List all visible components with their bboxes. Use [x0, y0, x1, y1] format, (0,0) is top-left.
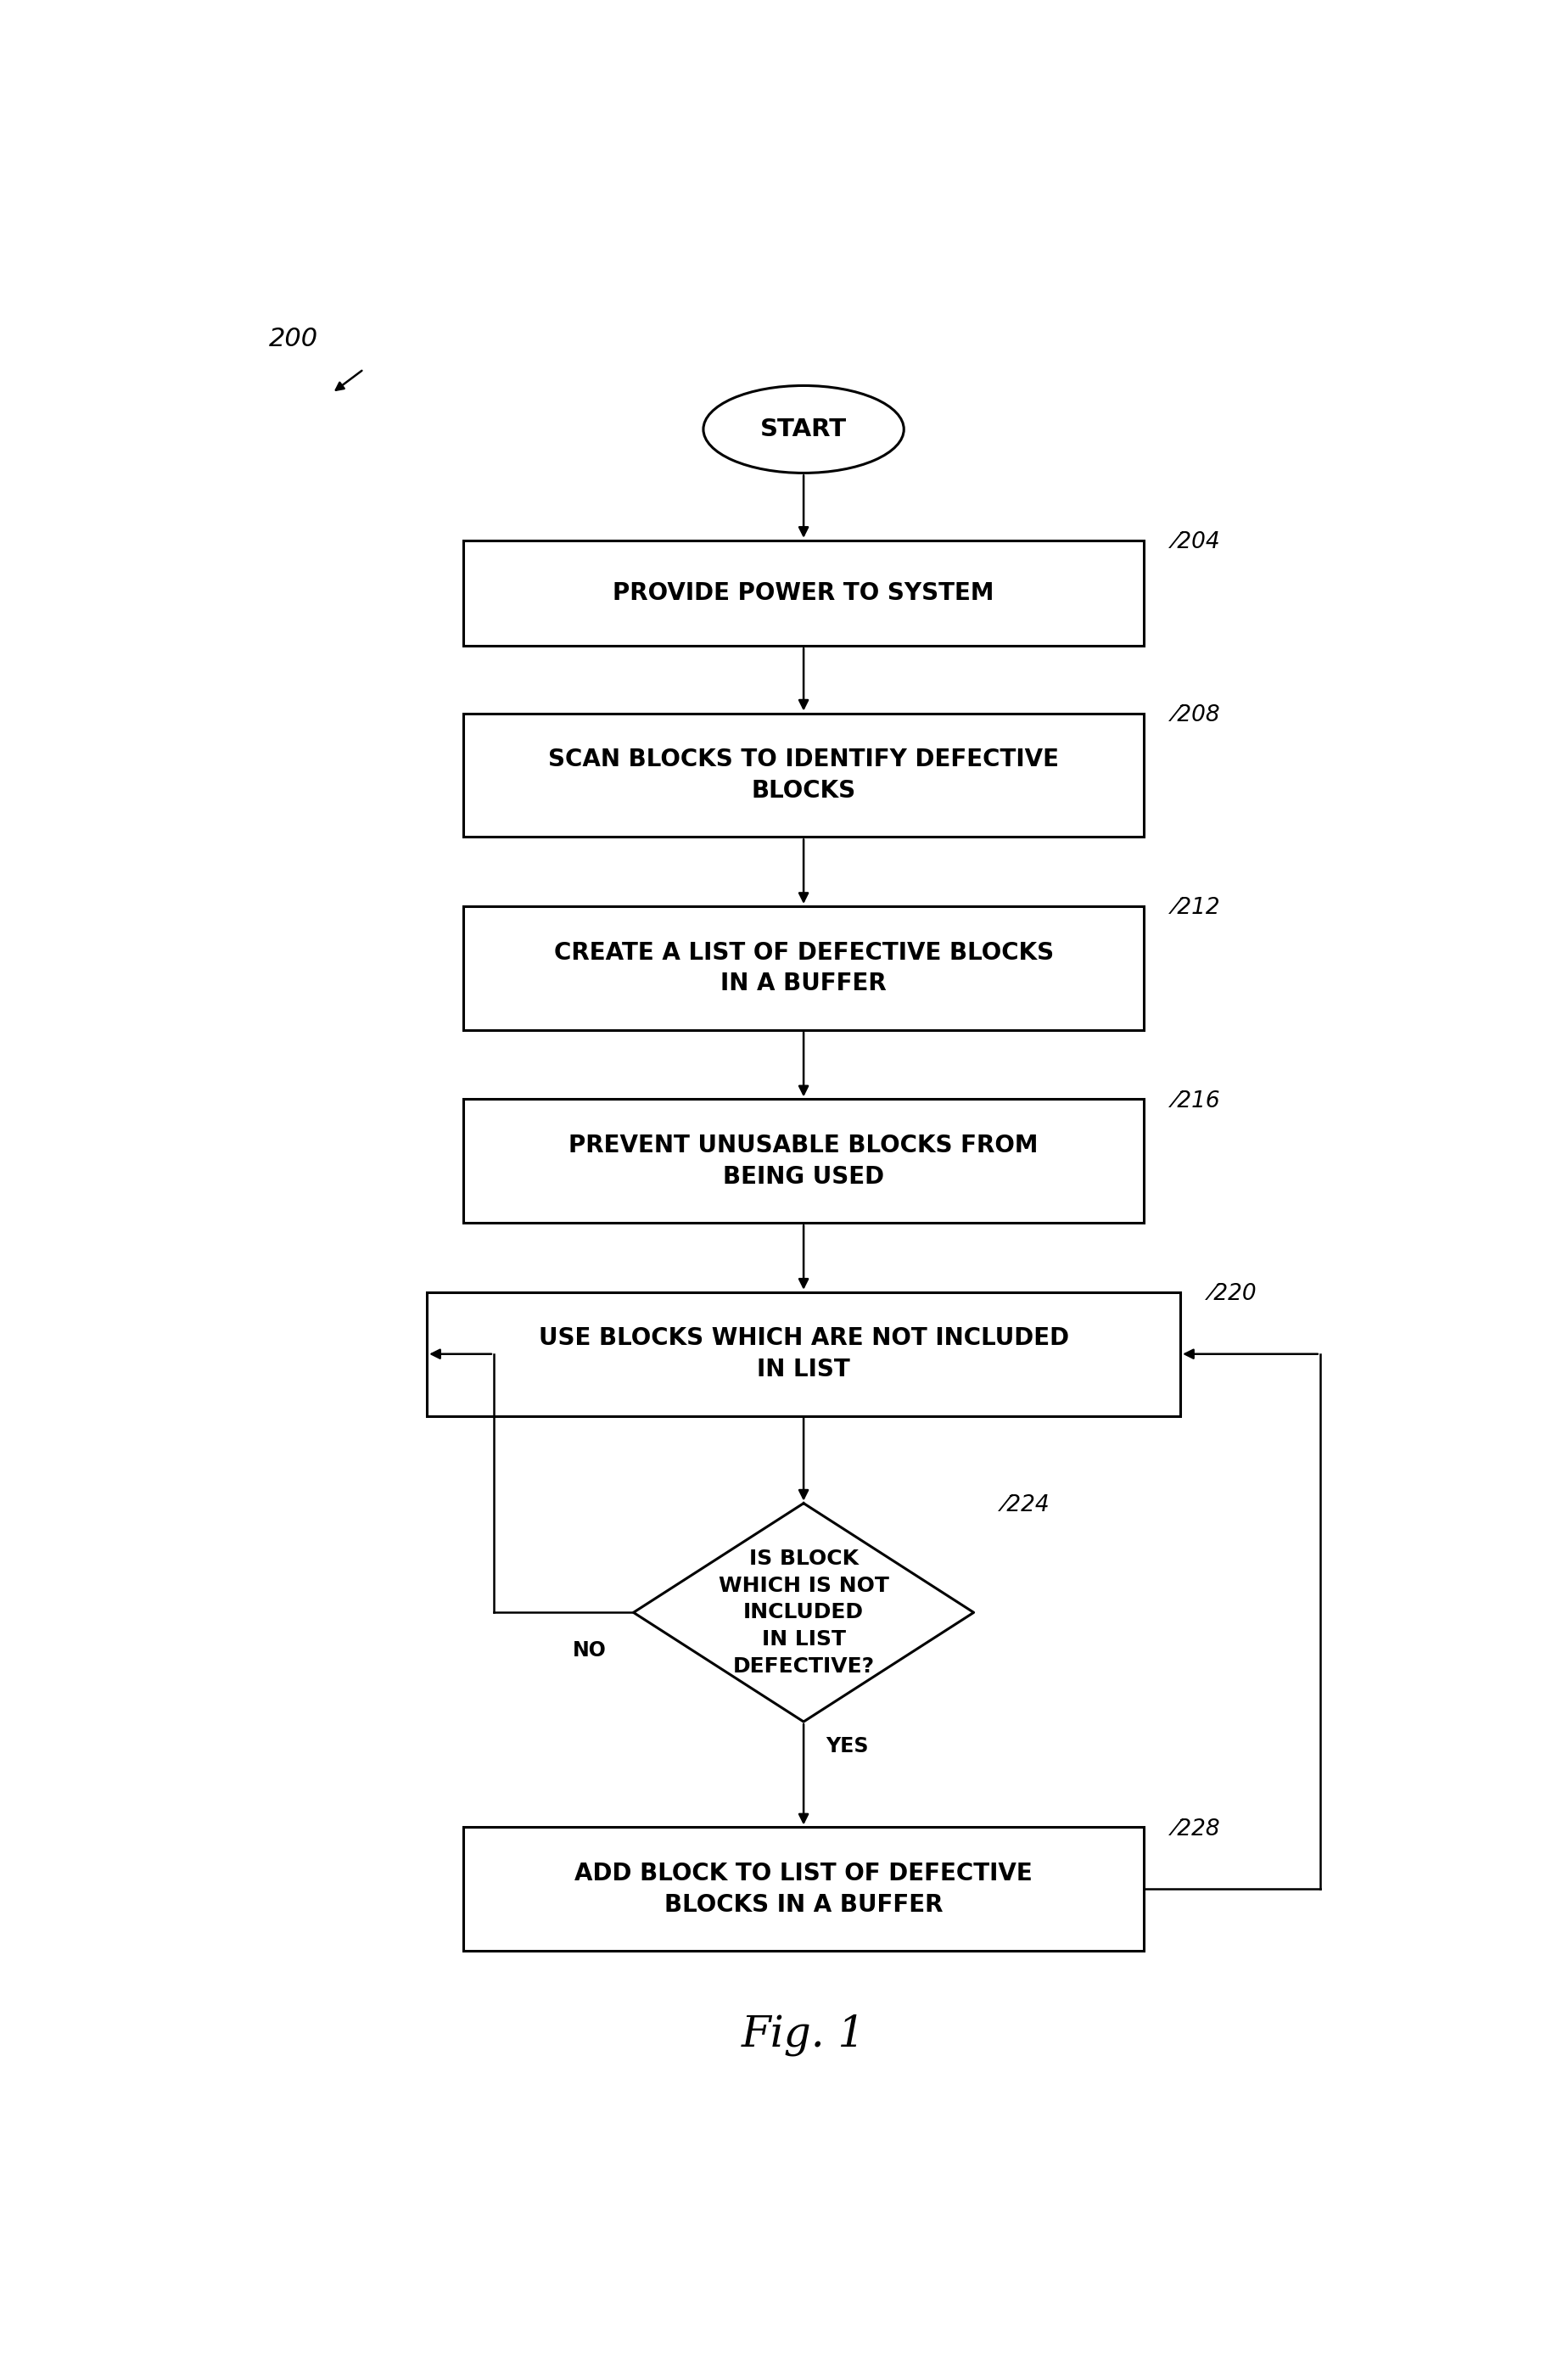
- Bar: [464, 905, 1145, 1031]
- Text: ⁄204: ⁄204: [1174, 532, 1220, 553]
- Text: ⁄212: ⁄212: [1174, 896, 1220, 920]
- Text: ⁄208: ⁄208: [1174, 704, 1220, 726]
- Bar: [464, 714, 1145, 837]
- Text: ⁄216: ⁄216: [1174, 1090, 1220, 1111]
- Text: YES: YES: [825, 1735, 869, 1756]
- Text: USE BLOCKS WHICH ARE NOT INCLUDED
IN LIST: USE BLOCKS WHICH ARE NOT INCLUDED IN LIS…: [538, 1326, 1069, 1381]
- Text: ⁄224: ⁄224: [1004, 1494, 1051, 1515]
- Text: NO: NO: [572, 1641, 607, 1660]
- Text: START: START: [760, 418, 847, 442]
- Bar: [464, 1099, 1145, 1222]
- Text: ⁄220: ⁄220: [1210, 1284, 1258, 1305]
- Text: 200: 200: [270, 326, 318, 350]
- Text: CREATE A LIST OF DEFECTIVE BLOCKS
IN A BUFFER: CREATE A LIST OF DEFECTIVE BLOCKS IN A B…: [554, 941, 1054, 995]
- Bar: [464, 1827, 1145, 1950]
- Ellipse shape: [704, 385, 903, 473]
- Text: Fig. 1: Fig. 1: [742, 2014, 866, 2057]
- Text: IS BLOCK
WHICH IS NOT
INCLUDED
IN LIST
DEFECTIVE?: IS BLOCK WHICH IS NOT INCLUDED IN LIST D…: [718, 1548, 889, 1676]
- Text: SCAN BLOCKS TO IDENTIFY DEFECTIVE
BLOCKS: SCAN BLOCKS TO IDENTIFY DEFECTIVE BLOCKS: [549, 747, 1058, 804]
- Bar: [464, 541, 1145, 645]
- Polygon shape: [633, 1504, 974, 1721]
- Text: PROVIDE POWER TO SYSTEM: PROVIDE POWER TO SYSTEM: [613, 582, 994, 605]
- Bar: [426, 1293, 1181, 1416]
- Text: PREVENT UNUSABLE BLOCKS FROM
BEING USED: PREVENT UNUSABLE BLOCKS FROM BEING USED: [569, 1135, 1038, 1189]
- Text: ⁄228: ⁄228: [1174, 1818, 1220, 1839]
- Text: ADD BLOCK TO LIST OF DEFECTIVE
BLOCKS IN A BUFFER: ADD BLOCK TO LIST OF DEFECTIVE BLOCKS IN…: [574, 1863, 1033, 1917]
